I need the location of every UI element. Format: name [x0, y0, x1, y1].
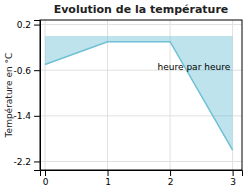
tick: -2.2 — [13, 157, 40, 167]
y-label: Température en °C — [4, 53, 14, 139]
grid — [40, 20, 242, 170]
tick-mark — [108, 170, 109, 176]
chart: 0 1 2 3 0.2 -0.6 -1.4 -2.2 heure par heure Evolut… — [0, 0, 250, 188]
axis-line — [41, 171, 243, 177]
tick: -0.6 — [13, 66, 40, 76]
area — [45, 36, 233, 150]
frame — [40, 20, 242, 170]
tick: -1.4 — [13, 111, 40, 121]
marks — [45, 36, 233, 150]
tick-label: 1 — [105, 177, 111, 187]
tick-mark — [45, 170, 46, 176]
tick: 1 — [105, 170, 111, 187]
annotation: heure par heure — [158, 62, 231, 72]
tick: 3 — [230, 170, 236, 187]
grid-line — [40, 115, 242, 116]
line — [45, 42, 233, 150]
tick-mark — [233, 170, 234, 176]
plot: 0 1 2 3 0.2 -0.6 -1.4 -2.2 heure par heure — [13, 20, 242, 187]
y-axis: 0.2 -0.6 -1.4 -2.2 — [13, 20, 40, 171]
tick-mark — [170, 170, 171, 176]
tick: 0 — [43, 170, 49, 187]
grid-line — [40, 24, 242, 25]
tick-mark — [34, 116, 40, 117]
tick-label: -0.6 — [13, 66, 31, 76]
x-axis: 0 1 2 3 — [41, 170, 243, 187]
tick-mark — [34, 70, 40, 71]
grid-line — [40, 161, 242, 162]
tick: 0.2 — [17, 20, 40, 30]
axis-line — [34, 21, 41, 171]
tick-label: 2 — [168, 177, 174, 187]
title: Evolution de la température — [54, 3, 229, 16]
tick-label: 0 — [43, 177, 49, 187]
tick-label: -1.4 — [13, 111, 31, 121]
tick-mark — [34, 25, 40, 26]
tick: 2 — [168, 170, 174, 187]
tick-label: 3 — [230, 177, 236, 187]
tick-label: -2.2 — [13, 157, 31, 167]
tick-label: 0.2 — [17, 20, 31, 30]
tick-mark — [34, 161, 40, 162]
